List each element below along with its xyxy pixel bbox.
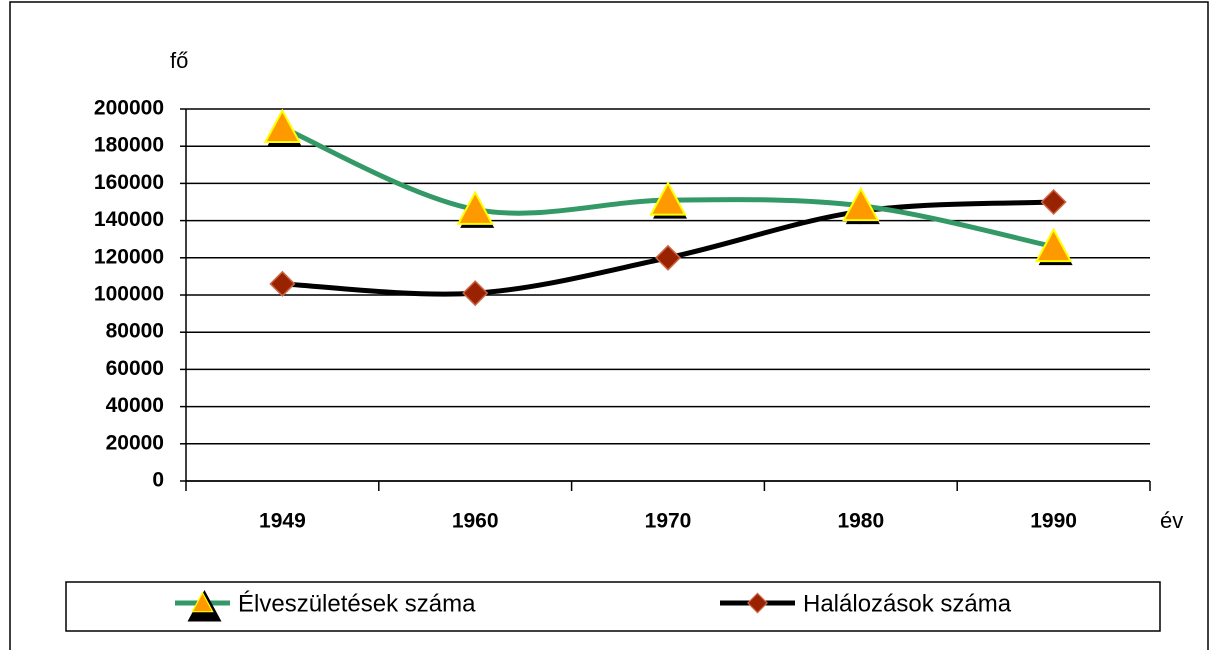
marker xyxy=(191,591,214,613)
x-tick-label: 1990 xyxy=(1030,510,1077,533)
x-tick-label: 1970 xyxy=(645,510,692,533)
legend xyxy=(65,581,1161,632)
legend-label: Élveszületések száma xyxy=(238,590,476,617)
marker xyxy=(269,270,296,297)
x-tick-label: 1960 xyxy=(452,510,499,533)
y-tick-label: 140000 xyxy=(94,208,164,231)
x-tick-label: 1949 xyxy=(259,510,306,533)
x-tick-label: 1980 xyxy=(837,510,884,533)
y-tick-label: 120000 xyxy=(94,245,164,268)
marker xyxy=(263,108,302,144)
marker xyxy=(1040,188,1067,216)
y-tick-label: 80000 xyxy=(106,320,164,343)
y-tick-label: 60000 xyxy=(106,357,164,380)
marker xyxy=(654,244,682,271)
marker xyxy=(1034,227,1073,263)
chart-border xyxy=(9,1,1209,650)
y-tick-label: 160000 xyxy=(94,171,164,194)
y-tick-label: 100000 xyxy=(94,283,164,306)
y-tick-label: 0 xyxy=(152,469,164,492)
marker xyxy=(747,592,768,614)
marker xyxy=(649,181,687,216)
x-axis-title: év xyxy=(1160,508,1183,533)
marker xyxy=(456,190,494,225)
marker xyxy=(842,186,880,222)
legend-label: Halálozások száma xyxy=(803,590,1012,617)
y-tick-label: 200000 xyxy=(94,97,164,120)
y-tick-label: 180000 xyxy=(94,134,164,157)
y-tick-label: 20000 xyxy=(106,431,164,454)
marker xyxy=(462,280,489,307)
y-axis-title: fő xyxy=(170,48,188,73)
y-tick-label: 40000 xyxy=(106,394,164,417)
